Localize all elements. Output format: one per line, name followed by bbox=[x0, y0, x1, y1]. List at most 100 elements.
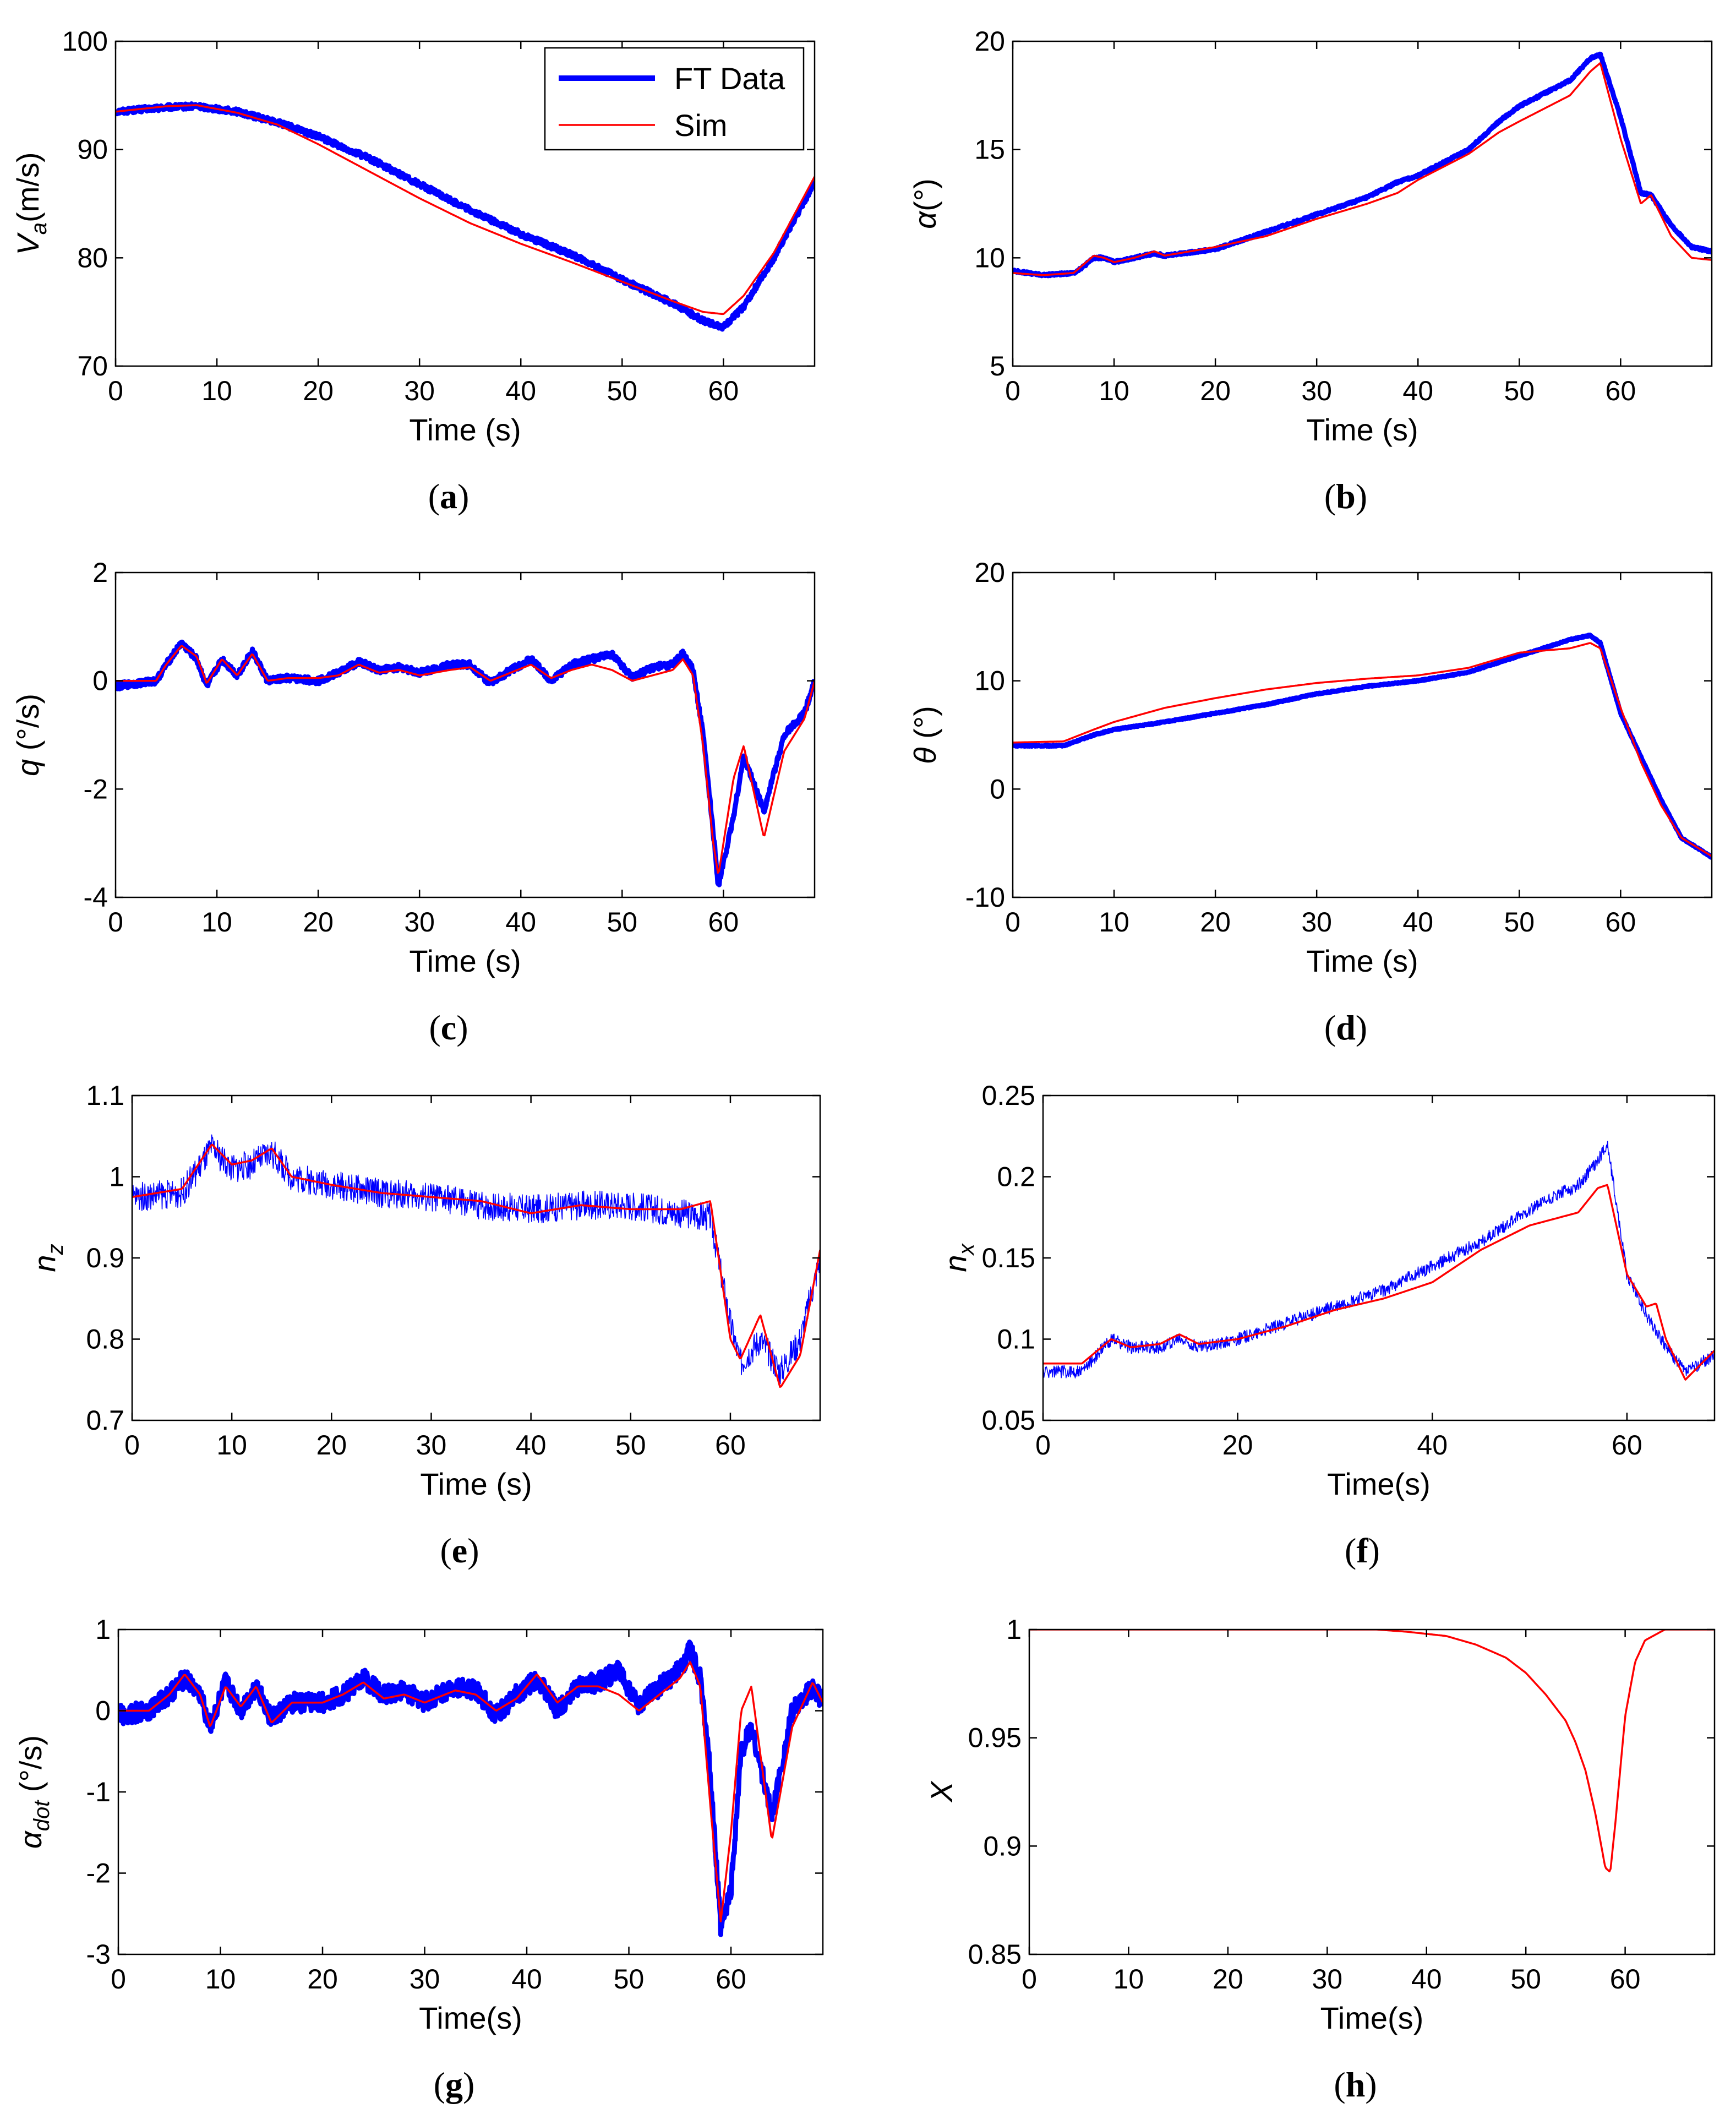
y-tick-label: 0.15 bbox=[982, 1243, 1035, 1273]
panel-caption: (c) bbox=[429, 1008, 468, 1047]
y-axis-label: nx bbox=[938, 1243, 979, 1272]
y-tick-label: 80 bbox=[77, 242, 108, 273]
y-tick-label: 0.25 bbox=[982, 1080, 1035, 1111]
x-tick-label: 30 bbox=[1301, 375, 1332, 406]
y-tick-label: 0.2 bbox=[997, 1162, 1035, 1192]
x-axis-label: Time (s) bbox=[409, 944, 521, 978]
x-axis-label: Time(s) bbox=[1327, 1467, 1431, 1501]
x-tick-label: 0 bbox=[1022, 1964, 1037, 1995]
y-tick-label: -2 bbox=[84, 773, 108, 804]
legend: FT Data Sim bbox=[544, 47, 805, 151]
chart-g: 0 10 20 30 40 50 60 -3 -2 -1 0 1 Time(s) αdot (°/s) (g… bbox=[13, 1614, 824, 2104]
x-tick-label: 50 bbox=[607, 375, 637, 406]
x-tick-label: 40 bbox=[505, 907, 536, 938]
x-tick-label: 40 bbox=[1411, 1964, 1442, 1995]
x-tick-label: 10 bbox=[201, 375, 232, 406]
series-sim-line bbox=[1013, 642, 1712, 857]
x-tick-label: 30 bbox=[404, 375, 435, 406]
x-tick-label: 0 bbox=[108, 375, 123, 406]
x-tick-label: 0 bbox=[1005, 907, 1020, 938]
x-axis-label: Time(s) bbox=[1320, 2001, 1424, 2035]
x-tick-label: 50 bbox=[614, 1964, 645, 1995]
y-tick-label: 0.05 bbox=[982, 1405, 1035, 1436]
y-tick-label: 20 bbox=[974, 557, 1005, 588]
y-tick-label: 0.1 bbox=[997, 1324, 1035, 1355]
y-tick-label: 0.85 bbox=[968, 1939, 1022, 1970]
y-tick-label: -3 bbox=[86, 1939, 111, 1970]
y-tick-label: -1 bbox=[86, 1777, 111, 1807]
x-tick-label: 50 bbox=[1510, 1964, 1541, 1995]
x-tick-label: 20 bbox=[303, 375, 334, 406]
x-tick-label: 60 bbox=[1610, 1964, 1641, 1995]
x-tick-label: 0 bbox=[108, 907, 123, 938]
x-tick-label: 30 bbox=[404, 907, 435, 938]
legend-sim-label: Sim bbox=[674, 108, 727, 143]
chart-b: 0 10 20 30 40 50 60 5 10 15 20 Time (s) α(°) (b) bbox=[908, 26, 1713, 516]
x-tick-label: 60 bbox=[708, 907, 739, 938]
y-tick-label: 0.9 bbox=[983, 1830, 1022, 1861]
chart-a: 0 10 20 30 40 50 60 70 80 90 100 Time (s) Va(m/s) (a)… bbox=[10, 26, 816, 516]
panel-caption: (f) bbox=[1345, 1531, 1380, 1570]
x-tick-label: 60 bbox=[1606, 907, 1636, 938]
chart-c: 0 10 20 30 40 50 60 -4 -2 0 2 Time (s) q (°/s) (c) bbox=[10, 557, 816, 1047]
y-tick-label: -2 bbox=[86, 1858, 111, 1889]
y-tick-label: -10 bbox=[965, 882, 1005, 913]
y-axis-label: X bbox=[924, 1780, 959, 1803]
axes-box bbox=[1012, 571, 1713, 898]
panel-caption: (h) bbox=[1334, 2065, 1377, 2104]
y-tick-label: 0 bbox=[95, 1696, 111, 1726]
x-tick-label: 30 bbox=[416, 1430, 447, 1461]
series-ft-data-line bbox=[132, 1134, 820, 1385]
x-axis-label: Time(s) bbox=[419, 2001, 522, 2035]
y-tick-label: 1 bbox=[109, 1162, 124, 1192]
x-tick-label: 10 bbox=[205, 1964, 236, 1995]
series-ft-data-line bbox=[116, 639, 815, 887]
y-tick-label: 1 bbox=[95, 1614, 111, 1645]
axes-box bbox=[114, 571, 816, 898]
x-tick-label: 20 bbox=[1200, 375, 1231, 406]
x-tick-label: 0 bbox=[111, 1964, 126, 1995]
y-axis-label: αdot (°/s) bbox=[13, 1735, 54, 1849]
y-tick-label: 10 bbox=[974, 666, 1005, 696]
y-tick-label: 0.8 bbox=[86, 1324, 124, 1355]
x-tick-label: 20 bbox=[316, 1430, 347, 1461]
y-tick-label: 0.9 bbox=[86, 1243, 124, 1273]
y-axis-label: q (°/s) bbox=[10, 694, 45, 776]
x-tick-label: 30 bbox=[1301, 907, 1332, 938]
chart-h: 0 10 20 30 40 50 60 0.85 0.9 0.95 1 Time(s) X (h) bbox=[924, 1614, 1716, 2104]
y-tick-label: 90 bbox=[77, 134, 108, 165]
chart-e: 0 10 20 30 40 50 60 0.7 0.8 0.9 1 1.1 Time (s) nz (e) bbox=[27, 1080, 821, 1570]
x-tick-label: 60 bbox=[1612, 1430, 1642, 1461]
x-axis-label: Time (s) bbox=[409, 412, 521, 447]
series-ft-data-line bbox=[118, 1639, 823, 1937]
legend-box bbox=[544, 47, 805, 151]
series-sim-line bbox=[1029, 1630, 1715, 1873]
y-tick-label: 2 bbox=[92, 557, 108, 588]
x-axis-label: Time (s) bbox=[1306, 412, 1418, 447]
panel-caption: (b) bbox=[1324, 477, 1367, 516]
x-tick-label: 30 bbox=[1312, 1964, 1342, 1995]
series-sim-line bbox=[116, 104, 815, 315]
x-tick-label: 20 bbox=[1222, 1430, 1253, 1461]
x-tick-label: 40 bbox=[505, 375, 536, 406]
chart-f: 0 20 40 60 0.05 0.1 0.15 0.2 0.25 Time(s) nx (f) bbox=[938, 1080, 1716, 1570]
x-tick-label: 60 bbox=[716, 1964, 746, 1995]
x-tick-label: 50 bbox=[615, 1430, 646, 1461]
series-sim-line bbox=[116, 645, 815, 874]
panel-caption: (e) bbox=[440, 1531, 479, 1570]
axes-box bbox=[1028, 1628, 1716, 1955]
x-tick-label: 20 bbox=[1213, 1964, 1243, 1995]
x-tick-label: 50 bbox=[1504, 375, 1535, 406]
y-tick-label: 70 bbox=[77, 351, 108, 382]
y-tick-label: 1 bbox=[1006, 1614, 1022, 1645]
series-ft-data-line bbox=[1013, 633, 1712, 860]
x-tick-label: 20 bbox=[1200, 907, 1231, 938]
x-tick-label: 40 bbox=[511, 1964, 542, 1995]
series-ft-data-line bbox=[1043, 1141, 1715, 1378]
x-tick-label: 50 bbox=[1504, 907, 1535, 938]
y-axis-label: θ (°) bbox=[908, 706, 942, 764]
x-tick-label: 0 bbox=[1005, 375, 1020, 406]
x-tick-label: 40 bbox=[516, 1430, 547, 1461]
series-sim-line bbox=[132, 1143, 820, 1388]
